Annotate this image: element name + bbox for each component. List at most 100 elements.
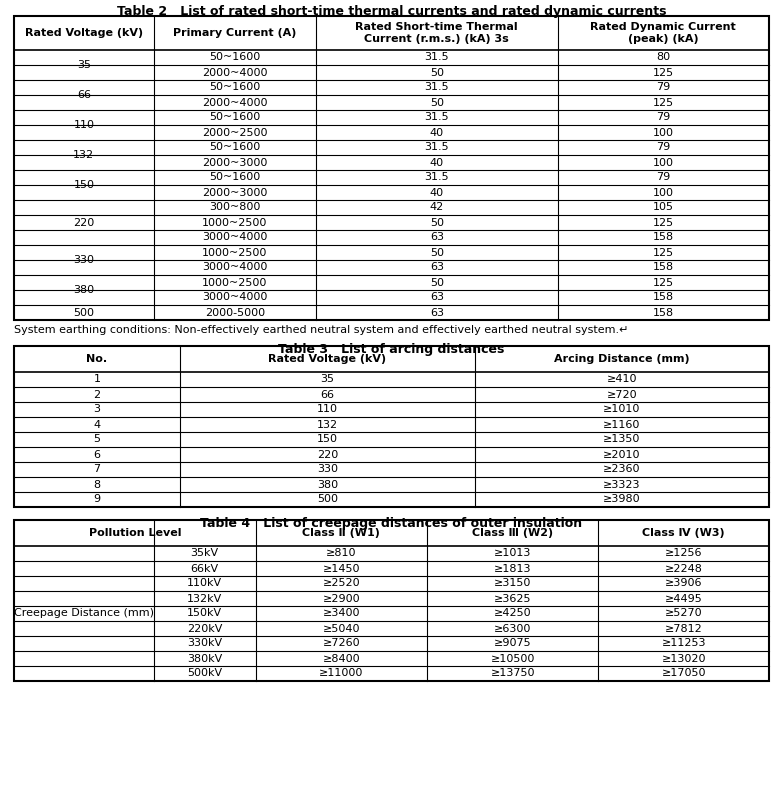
Text: 31.5: 31.5 — [424, 113, 449, 122]
Text: 63: 63 — [430, 293, 444, 303]
Text: ≥4250: ≥4250 — [494, 608, 532, 619]
Text: 3000~4000: 3000~4000 — [202, 263, 268, 272]
Text: ≥11253: ≥11253 — [662, 638, 706, 649]
Text: ≥2520: ≥2520 — [323, 578, 360, 589]
Text: 50~1600: 50~1600 — [209, 113, 261, 122]
Text: 79: 79 — [656, 173, 670, 182]
Text: 125: 125 — [653, 67, 674, 78]
Text: ≥3906: ≥3906 — [665, 578, 702, 589]
Text: 220kV: 220kV — [187, 624, 222, 633]
Text: 1000~2500: 1000~2500 — [202, 247, 268, 258]
Text: 500: 500 — [74, 307, 94, 317]
Text: 158: 158 — [653, 233, 674, 242]
Text: 330: 330 — [74, 255, 94, 265]
Text: 330kV: 330kV — [187, 638, 222, 649]
Bar — [14, 520, 769, 681]
Text: 100: 100 — [653, 127, 674, 138]
Text: 40: 40 — [430, 127, 444, 138]
Text: 5: 5 — [93, 435, 100, 444]
Text: No.: No. — [86, 354, 107, 364]
Text: 63: 63 — [430, 263, 444, 272]
Text: 40: 40 — [430, 157, 444, 168]
Text: 110kV: 110kV — [187, 578, 222, 589]
Text: 100: 100 — [653, 157, 674, 168]
Text: ≥2900: ≥2900 — [323, 594, 360, 603]
Text: 50: 50 — [430, 277, 444, 288]
Text: ≥1010: ≥1010 — [603, 405, 640, 414]
Text: Table 2   List of rated short-time thermal currents and rated dynamic currents: Table 2 List of rated short-time thermal… — [117, 5, 666, 18]
Text: ≥7260: ≥7260 — [323, 638, 360, 649]
Text: 7: 7 — [93, 465, 100, 474]
Text: 31.5: 31.5 — [424, 173, 449, 182]
Text: 125: 125 — [653, 247, 674, 258]
Text: 50~1600: 50~1600 — [209, 83, 261, 92]
Text: ≥9075: ≥9075 — [494, 638, 532, 649]
Text: 220: 220 — [316, 449, 338, 460]
Text: 2000-5000: 2000-5000 — [205, 307, 265, 317]
Text: ≥17050: ≥17050 — [662, 668, 706, 679]
Text: Table 3   List of arcing distances: Table 3 List of arcing distances — [278, 343, 505, 356]
Text: 79: 79 — [656, 83, 670, 92]
Text: 8: 8 — [93, 479, 100, 490]
Text: 2000~3000: 2000~3000 — [202, 157, 268, 168]
Text: 2000~3000: 2000~3000 — [202, 187, 268, 198]
Text: 500: 500 — [317, 495, 337, 504]
Text: ≥2010: ≥2010 — [603, 449, 640, 460]
Text: 40: 40 — [430, 187, 444, 198]
Text: 31.5: 31.5 — [424, 143, 449, 152]
Text: Rated Dynamic Current
(peak) (kA): Rated Dynamic Current (peak) (kA) — [590, 22, 736, 45]
Text: 132: 132 — [317, 419, 338, 430]
Text: 42: 42 — [430, 203, 444, 212]
Text: 66kV: 66kV — [190, 564, 218, 573]
Text: 3000~4000: 3000~4000 — [202, 293, 268, 303]
Text: 125: 125 — [653, 277, 674, 288]
Text: 158: 158 — [653, 293, 674, 303]
Text: Class Ⅲ (W2): Class Ⅲ (W2) — [472, 528, 554, 538]
Text: ≥5040: ≥5040 — [323, 624, 360, 633]
Text: 380: 380 — [317, 479, 338, 490]
Bar — [14, 346, 769, 507]
Text: ≥720: ≥720 — [607, 389, 637, 400]
Text: ≥2248: ≥2248 — [665, 564, 702, 573]
Text: ≥1813: ≥1813 — [494, 564, 532, 573]
Text: 110: 110 — [74, 120, 94, 130]
Text: 330: 330 — [317, 465, 337, 474]
Text: 1: 1 — [93, 375, 100, 384]
Text: 66: 66 — [77, 90, 91, 100]
Text: 500kV: 500kV — [187, 668, 222, 679]
Text: ≥2360: ≥2360 — [603, 465, 640, 474]
Text: 2000~4000: 2000~4000 — [202, 97, 268, 108]
Text: 50: 50 — [430, 247, 444, 258]
Text: ≥1350: ≥1350 — [603, 435, 640, 444]
Text: ≥13750: ≥13750 — [490, 668, 535, 679]
Text: 158: 158 — [653, 307, 674, 317]
Text: ≥410: ≥410 — [607, 375, 637, 384]
Text: 220: 220 — [74, 217, 95, 228]
Text: ≥13020: ≥13020 — [662, 654, 706, 663]
Text: 66: 66 — [320, 389, 334, 400]
Text: 50~1600: 50~1600 — [209, 143, 261, 152]
Text: ≥3400: ≥3400 — [323, 608, 360, 619]
Text: Arcing Distance (mm): Arcing Distance (mm) — [554, 354, 690, 364]
Text: Table 4   List of creepage distances of outer insulation: Table 4 List of creepage distances of ou… — [200, 517, 583, 530]
Text: 100: 100 — [653, 187, 674, 198]
Text: 35: 35 — [77, 60, 91, 70]
Text: 80: 80 — [656, 53, 670, 62]
Text: 35kV: 35kV — [190, 548, 218, 559]
Text: 1000~2500: 1000~2500 — [202, 277, 268, 288]
Text: 3: 3 — [93, 405, 100, 414]
Text: 132kV: 132kV — [187, 594, 222, 603]
Text: ≥8400: ≥8400 — [323, 654, 360, 663]
Text: Creepage Distance (mm): Creepage Distance (mm) — [14, 608, 153, 619]
Text: ≥3150: ≥3150 — [494, 578, 532, 589]
Text: ≥3625: ≥3625 — [494, 594, 532, 603]
Text: Pollution Level: Pollution Level — [88, 528, 181, 538]
Text: ≥5270: ≥5270 — [665, 608, 702, 619]
Text: ≥810: ≥810 — [326, 548, 356, 559]
Text: 50~1600: 50~1600 — [209, 53, 261, 62]
Text: 150: 150 — [317, 435, 337, 444]
Text: Primary Current (A): Primary Current (A) — [173, 28, 297, 38]
Text: 3000~4000: 3000~4000 — [202, 233, 268, 242]
Text: 4: 4 — [93, 419, 100, 430]
Text: 380: 380 — [74, 285, 95, 295]
